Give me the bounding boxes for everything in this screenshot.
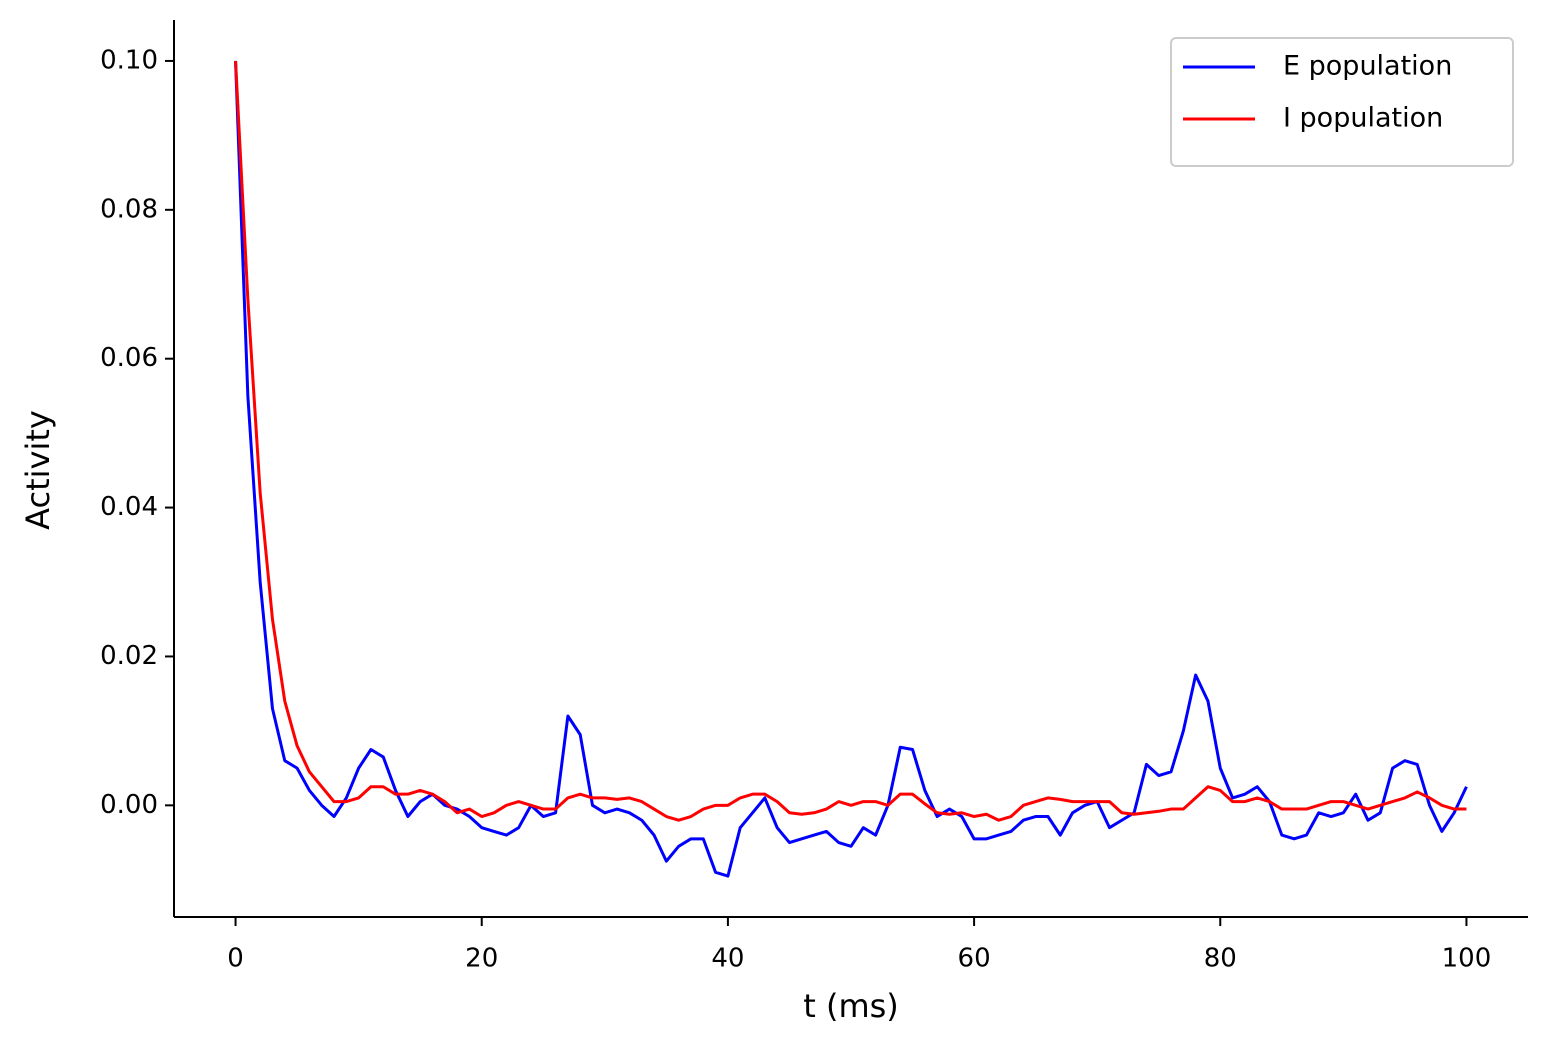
x-axis-label: t (ms) (803, 987, 899, 1025)
y-tick-label: 0.04 (100, 492, 158, 522)
legend-label: I population (1283, 103, 1443, 134)
x-tick-label: 40 (711, 944, 744, 974)
x-tick-label: 20 (465, 944, 498, 974)
y-tick-label: 0.06 (100, 343, 158, 373)
y-tick-label: 0.02 (100, 641, 158, 671)
x-tick-label: 100 (1442, 944, 1492, 974)
series-line (234, 60, 1468, 878)
x-tick-label: 60 (958, 944, 991, 974)
legend-box (1170, 37, 1514, 167)
series-line (234, 60, 1467, 822)
x-tick-label: 0 (227, 944, 244, 974)
y-tick-label: 0.00 (100, 790, 158, 820)
x-tick-label: 80 (1204, 944, 1237, 974)
legend-label: E population (1283, 51, 1452, 82)
y-tick-label: 0.08 (100, 194, 158, 224)
y-axis-label: Activity (19, 410, 57, 530)
y-tick-label: 0.10 (100, 45, 158, 75)
